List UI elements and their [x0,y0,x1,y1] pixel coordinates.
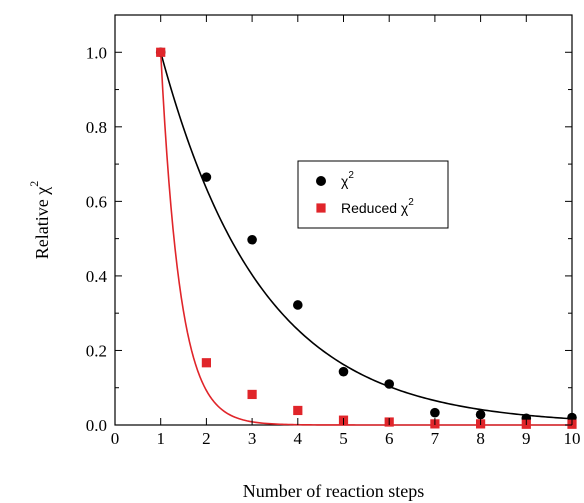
x-tick-label: 5 [339,429,348,448]
series-0-fit-line [159,52,573,420]
y-axis-label-sup: 2 [27,181,41,187]
x-tick-label: 9 [522,429,531,448]
x-tick-label: 7 [431,429,440,448]
legend-label-sup-1: 2 [408,197,414,208]
legend-box [297,160,449,229]
series-0-point [293,300,303,310]
y-tick-label: 0.6 [86,192,107,211]
series-1-point [201,358,211,368]
x-tick-label: 0 [111,429,120,448]
series-0-point [430,407,440,418]
x-tick-label: 1 [156,429,165,448]
series-1-point [156,47,166,57]
y-tick-label: 0.2 [86,341,107,360]
series-1-fit-line [159,52,572,426]
series-0-point [384,379,395,389]
y-tick-label: 0.8 [86,118,107,137]
x-tick-label: 6 [385,429,394,448]
legend-marker-1 [316,203,326,213]
series-0-point [247,234,257,245]
y-tick-label: 0.0 [86,416,107,435]
x-tick-label: 8 [476,429,485,448]
legend-label-1: Reduced χ2 [341,197,414,216]
x-tick-label: 2 [202,429,211,448]
y-axis-label-text: Relative χ [32,187,52,259]
legend-label-text-0: χ [341,173,349,189]
series-0-point [201,172,212,182]
y-tick-label: 1.0 [86,43,107,62]
x-tick-label: 4 [294,429,303,448]
y-axis-label-group: Relative χ2 [27,181,52,259]
legend-label-text-1: Reduced χ [341,200,409,216]
series-1-point [247,389,257,400]
legend-label-0: χ2 [341,170,354,189]
series-0-point [338,366,349,377]
legend-marker-0 [316,176,326,186]
y-axis-label: Relative χ2 [27,181,52,259]
legend-label-sup-0: 2 [348,170,354,181]
x-tick-label: 10 [564,429,581,448]
y-tick-label: 0.4 [86,267,108,286]
x-axis-label: Number of reaction steps [243,481,424,501]
series-1-point [293,405,303,416]
series-0-point [475,409,486,420]
x-tick-label: 3 [248,429,257,448]
